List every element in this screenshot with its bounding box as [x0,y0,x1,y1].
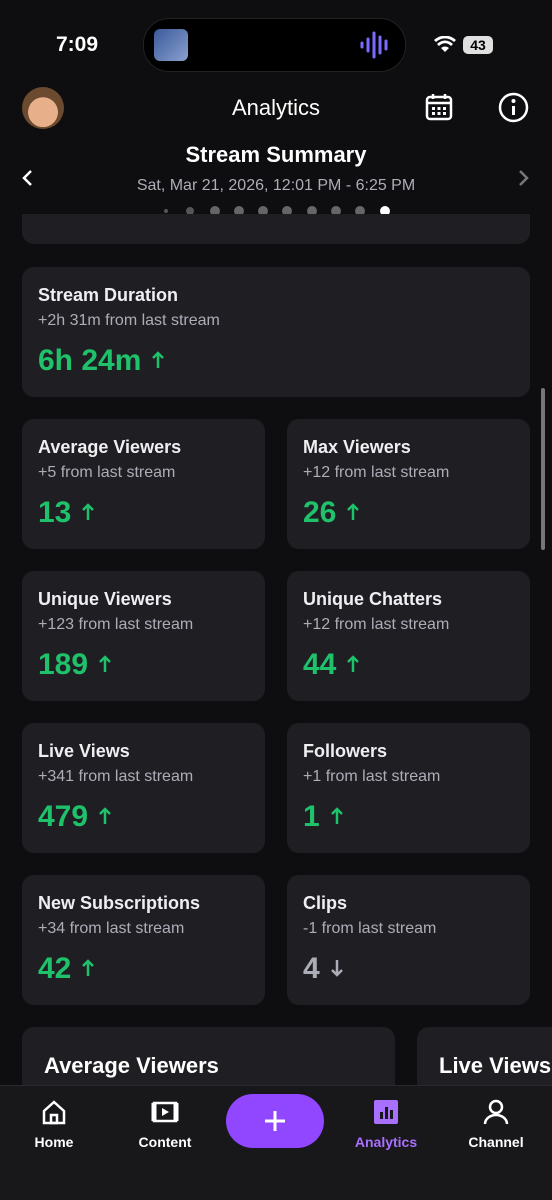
card-value-row: 189 [38,648,249,682]
trend-arrow [81,496,95,530]
card-title: Clips [303,893,348,913]
card-change: -1 from last stream [303,920,437,937]
stat-card: Unique Chatters +12 from last stream 44 [287,571,530,701]
calendar-button[interactable] [425,93,453,121]
card-title: Max Viewers [303,437,411,457]
card-title: Live Views [38,741,130,761]
card-value-row: 6h 24m [38,344,514,378]
nav-icon [451,1098,541,1128]
summary-title: Stream Summary [185,142,367,167]
card-value: 479 [38,800,89,833]
trend-arrow [330,800,344,834]
stat-card: Live Views +341 from last stream 479 [22,723,265,853]
card-title: Followers [303,741,388,761]
card-value: 6h 24m [38,344,142,377]
trend-arrow [98,800,112,834]
card-title: Unique Chatters [303,589,443,609]
card-value-row: 26 [303,496,514,530]
stat-card: New Subscriptions +34 from last stream 42 [22,875,265,1005]
card-value-row: 1 [303,800,514,834]
card-value: 13 [38,496,72,529]
card-value: 44 [303,648,337,681]
summary-date: Sat, Mar 21, 2026, 12:01 PM - 6:25 PM [136,177,416,194]
stat-card: Average Viewers +5 from last stream 13 [22,419,265,549]
nav-label: Home [34,1134,74,1150]
info-button[interactable] [498,92,529,123]
header-title: Analytics [231,95,321,120]
nav-label: Analytics [354,1134,418,1150]
card-value: 26 [303,496,337,529]
chart-title: Average Viewers [44,1053,219,1078]
stat-card: Stream Duration +2h 31m from last stream 6… [22,267,530,397]
card-value-row: 42 [38,952,249,986]
page-dots [164,206,390,216]
trend-arrow [346,648,360,682]
next-button[interactable] [516,168,532,188]
nav-icon [9,1098,99,1128]
trend-arrow [346,496,360,530]
trend-arrow [81,952,95,986]
partial-card [22,214,530,244]
card-value: 189 [38,648,89,681]
card-value: 4 [303,952,320,985]
card-change: +1 from last stream [303,768,441,785]
nav-2[interactable]: Analytics [341,1098,431,1150]
card-change: +123 from last stream [38,616,194,633]
card-value: 42 [38,952,72,985]
card-value: 1 [303,800,320,833]
avatar[interactable] [22,87,64,129]
nav-icon [341,1098,431,1128]
nav-label: Channel [468,1134,524,1150]
card-change: +341 from last stream [38,768,194,785]
create-button[interactable] [226,1094,324,1148]
stat-card: Unique Viewers +123 from last stream 189 [22,571,265,701]
battery: 43 [463,36,493,54]
card-title: Average Viewers [38,437,182,457]
card-value-row: 479 [38,800,249,834]
stat-card: Clips -1 from last stream 4 [287,875,530,1005]
wifi-icon [434,36,456,52]
trend-arrow [151,344,165,378]
nav-3[interactable]: Channel [451,1098,541,1150]
card-value-row: 4 [303,952,514,986]
dynamic-island [143,18,406,72]
stat-card: Max Viewers +12 from last stream 26 [287,419,530,549]
bottom-nav: Home Content Analytics Channel [0,1085,552,1200]
card-value-row: 44 [303,648,514,682]
nav-0[interactable]: Home [9,1098,99,1150]
card-change: +5 from last stream [38,464,176,481]
stat-card: Followers +1 from last stream 1 [287,723,530,853]
card-change: +12 from last stream [303,616,450,633]
card-change: +34 from last stream [38,920,185,937]
card-title: New Subscriptions [38,893,201,913]
scrollbar [541,388,545,550]
card-value-row: 13 [38,496,249,530]
time: 7:09 [56,33,99,56]
card-title: Stream Duration [38,285,179,305]
card-change: +12 from last stream [303,464,450,481]
nav-1[interactable]: Content [120,1098,210,1150]
card-change: +2h 31m from last stream [38,312,220,329]
nav-label: Content [138,1134,192,1150]
card-title: Unique Viewers [38,589,172,609]
nav-icon [120,1098,210,1128]
chart-title: Live Views [439,1053,552,1078]
trend-arrow [98,648,112,682]
prev-button[interactable] [20,168,36,188]
trend-arrow [330,952,344,986]
